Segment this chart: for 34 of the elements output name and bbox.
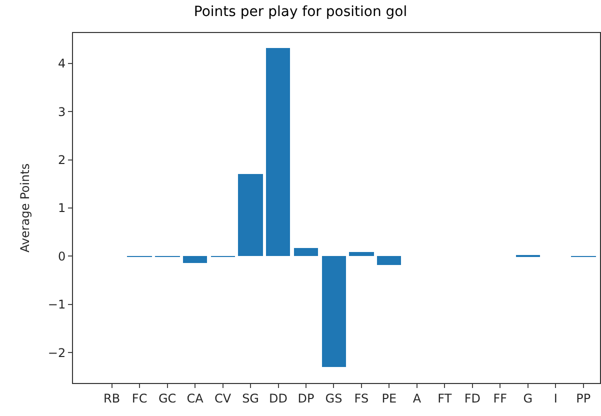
- chart-title: Points per play for position gol: [194, 4, 408, 20]
- x-tick-label: PE: [382, 391, 397, 406]
- y-tick-label: −1: [48, 298, 66, 312]
- x-tick-label: I: [554, 391, 558, 406]
- y-tick-label: 2: [58, 152, 66, 167]
- y-tick-label: 4: [58, 56, 66, 71]
- x-tick-label: FF: [493, 391, 508, 406]
- bar: [322, 256, 346, 367]
- y-tick-label: 1: [58, 201, 66, 216]
- x-tick-label: CA: [186, 391, 204, 406]
- y-tick-label: 3: [58, 104, 66, 119]
- bar: [266, 48, 290, 256]
- bar: [183, 256, 207, 263]
- x-tick-label: FD: [464, 391, 480, 406]
- bar: [377, 256, 401, 265]
- x-tick-label: FT: [438, 391, 452, 406]
- x-tick-label: RB: [104, 391, 120, 406]
- y-tick-label: 0: [58, 249, 66, 264]
- x-tick-label: SG: [242, 391, 259, 406]
- x-tick-label: FS: [354, 391, 369, 406]
- x-tick-label: DP: [298, 391, 314, 406]
- bar: [238, 174, 263, 256]
- x-tick-label: FC: [132, 391, 148, 406]
- bar: [349, 252, 374, 256]
- x-tick-label: CV: [214, 391, 232, 406]
- x-tick-label: G: [523, 391, 533, 406]
- x-tick-label: A: [412, 391, 422, 406]
- x-tick-label: PP: [576, 391, 591, 406]
- x-tick-label: DD: [269, 391, 288, 406]
- bar: [294, 248, 318, 256]
- x-tick-label: GS: [325, 391, 342, 406]
- x-tick-label: GC: [158, 391, 176, 406]
- y-tick-label: −2: [48, 346, 66, 360]
- y-axis-title: Average Points: [18, 163, 32, 253]
